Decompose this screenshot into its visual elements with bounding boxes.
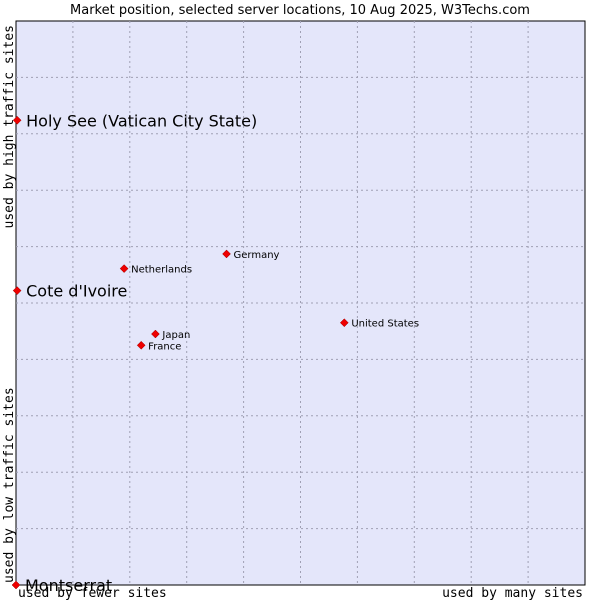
point-label: Germany [234,250,280,261]
point-netherlands: Netherlands [119,264,192,276]
point-marker [12,115,22,125]
chart-title: Market position, selected server locatio… [70,3,530,18]
point-montserrat: Montserrat [11,576,112,595]
point-marker [151,329,160,339]
point-cote-d-ivoire: Cote d'Ivoire [12,282,127,301]
point-france: France [136,340,181,352]
x-axis-high-label: used by many sites [442,586,583,600]
point-holy-see-vatican-city-state: Holy See (Vatican City State) [12,111,257,130]
x-axis-low-label: used by fewer sites [18,586,167,600]
point-label: Netherlands [131,265,192,276]
point-label: Montserrat [25,576,112,595]
point-marker [12,286,22,295]
point-germany: Germany [222,249,280,261]
grid-lines [16,21,585,585]
point-marker [136,340,146,350]
point-label: France [148,341,181,352]
point-label: Cote d'Ivoire [26,282,127,301]
y-axis-high-label: used by high traffic sites [2,25,17,229]
point-label: Japan [161,330,190,341]
point-marker [339,318,349,328]
point-marker [222,249,231,259]
point-united-states: United States [339,318,419,330]
point-japan: Japan [151,329,190,341]
point-marker [119,264,129,273]
point-label: Holy See (Vatican City State) [26,111,257,130]
point-label: United States [351,319,419,330]
y-axis-low-label: used by low traffic sites [2,387,17,583]
point-marker [11,580,21,590]
data-points: Holy See (Vatican City State) Cote d'Ivoi… [11,111,419,595]
